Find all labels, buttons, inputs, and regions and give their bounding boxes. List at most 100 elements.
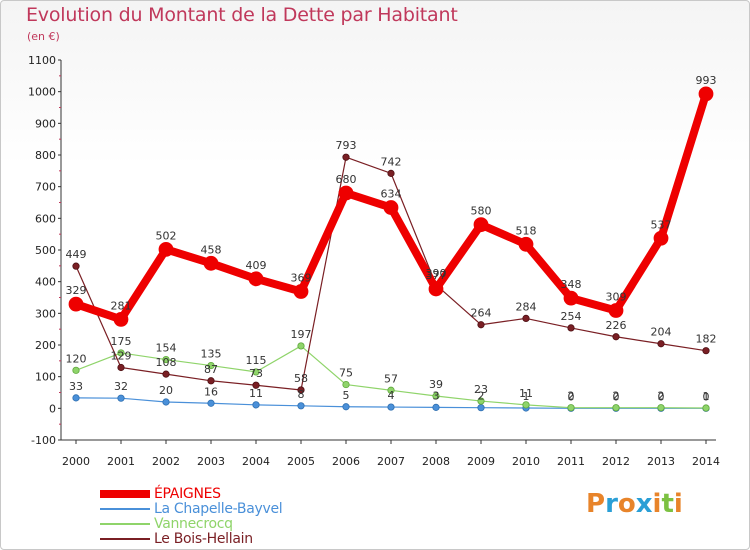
data-point (72, 262, 80, 270)
data-label: 5 (343, 389, 350, 402)
data-point (297, 386, 305, 394)
data-label: 204 (651, 326, 672, 339)
data-point (383, 200, 399, 215)
data-point (342, 380, 350, 389)
data-label: 23 (474, 383, 488, 396)
data-point (68, 296, 84, 312)
logo-letter: P (586, 489, 606, 519)
data-point (432, 403, 440, 411)
y-tick-label: 100 (35, 371, 56, 384)
logo-letter: x (635, 489, 653, 519)
data-point (72, 394, 80, 402)
y-tick-label: -100 (31, 434, 56, 447)
x-tick-label: 2005 (287, 455, 315, 468)
data-label: 16 (204, 385, 218, 398)
data-label: 409 (246, 259, 267, 272)
y-tick-label: 0 (49, 402, 56, 415)
data-label: 129 (111, 349, 132, 362)
data-label: 377 (426, 269, 447, 282)
data-label: 329 (66, 284, 87, 297)
chart-subtitle: (en €) (27, 30, 60, 43)
data-point (612, 333, 620, 341)
data-point (117, 349, 125, 357)
data-point (248, 271, 264, 287)
y-tick-label: 1000 (28, 86, 56, 99)
data-label: 154 (156, 342, 177, 355)
data-point (432, 392, 440, 400)
data-label: 284 (516, 300, 537, 313)
proxiti-logo: Proxiti (586, 489, 683, 519)
data-point (387, 169, 395, 177)
data-label: 634 (381, 188, 402, 201)
x-tick-label: 2007 (377, 455, 405, 468)
data-label: 1 (703, 390, 710, 403)
data-point (387, 386, 395, 394)
data-label: 39 (429, 378, 443, 391)
data-label: 0 (568, 390, 575, 403)
y-tick-label: 200 (35, 339, 56, 352)
data-point (158, 241, 174, 257)
legend-item-le-bois-hellain: Le Bois-Hellain (100, 531, 400, 547)
data-point (342, 153, 350, 161)
x-tick-label: 2006 (332, 455, 360, 468)
data-point (162, 355, 170, 364)
x-tick-label: 2010 (512, 455, 540, 468)
data-label: 580 (471, 205, 492, 218)
data-point (293, 284, 309, 299)
data-label: 458 (201, 243, 222, 256)
data-label: 0 (703, 390, 710, 403)
data-label: 348 (561, 278, 582, 291)
data-label: 518 (516, 224, 537, 237)
data-point (518, 236, 534, 252)
legend-item-vannecrocq: Vannecrocq (100, 516, 400, 532)
data-point (522, 314, 530, 322)
legend-swatch (100, 490, 150, 498)
logo-letter: o (617, 489, 636, 519)
y-tick-label: 300 (35, 307, 56, 320)
data-label: 226 (606, 319, 627, 332)
data-point (297, 402, 305, 410)
data-label: 993 (696, 74, 717, 87)
data-point (342, 403, 350, 411)
data-point (653, 230, 669, 246)
x-tick-label: 2002 (152, 455, 180, 468)
x-tick-label: 2013 (647, 455, 675, 468)
data-point (477, 321, 485, 329)
x-tick-label: 2009 (467, 455, 495, 468)
data-label: 449 (66, 248, 87, 261)
data-label: 281 (111, 299, 132, 312)
data-label: 502 (156, 229, 177, 242)
data-label: 742 (381, 155, 402, 168)
logo-letter: t (661, 489, 674, 519)
data-label: 120 (66, 352, 87, 365)
data-point (473, 217, 489, 233)
data-point (338, 185, 354, 201)
legend-swatch (100, 508, 150, 510)
data-point (162, 370, 170, 378)
data-point (702, 347, 710, 355)
data-point (567, 404, 575, 412)
x-tick-label: 2011 (557, 455, 585, 468)
legend-swatch (100, 523, 150, 525)
data-label: 135 (201, 348, 222, 361)
data-label: 2 (613, 390, 620, 403)
x-tick-label: 2003 (197, 455, 225, 468)
data-point (297, 342, 305, 350)
y-tick-label: 900 (35, 117, 56, 130)
data-point (117, 363, 125, 372)
data-label: 33 (69, 380, 83, 393)
data-label: 254 (561, 310, 582, 323)
data-label: 11 (249, 387, 263, 400)
data-label: 369 (291, 271, 312, 284)
data-point (252, 381, 260, 389)
data-point (477, 404, 485, 412)
data-label: 20 (159, 384, 173, 397)
data-label: 197 (291, 328, 312, 341)
data-point (563, 290, 579, 306)
legend-item-epaignes: ÉPAIGNES (100, 486, 400, 502)
data-label: 390 (426, 267, 447, 280)
data-label: 73 (249, 367, 263, 380)
data-point (522, 401, 530, 409)
